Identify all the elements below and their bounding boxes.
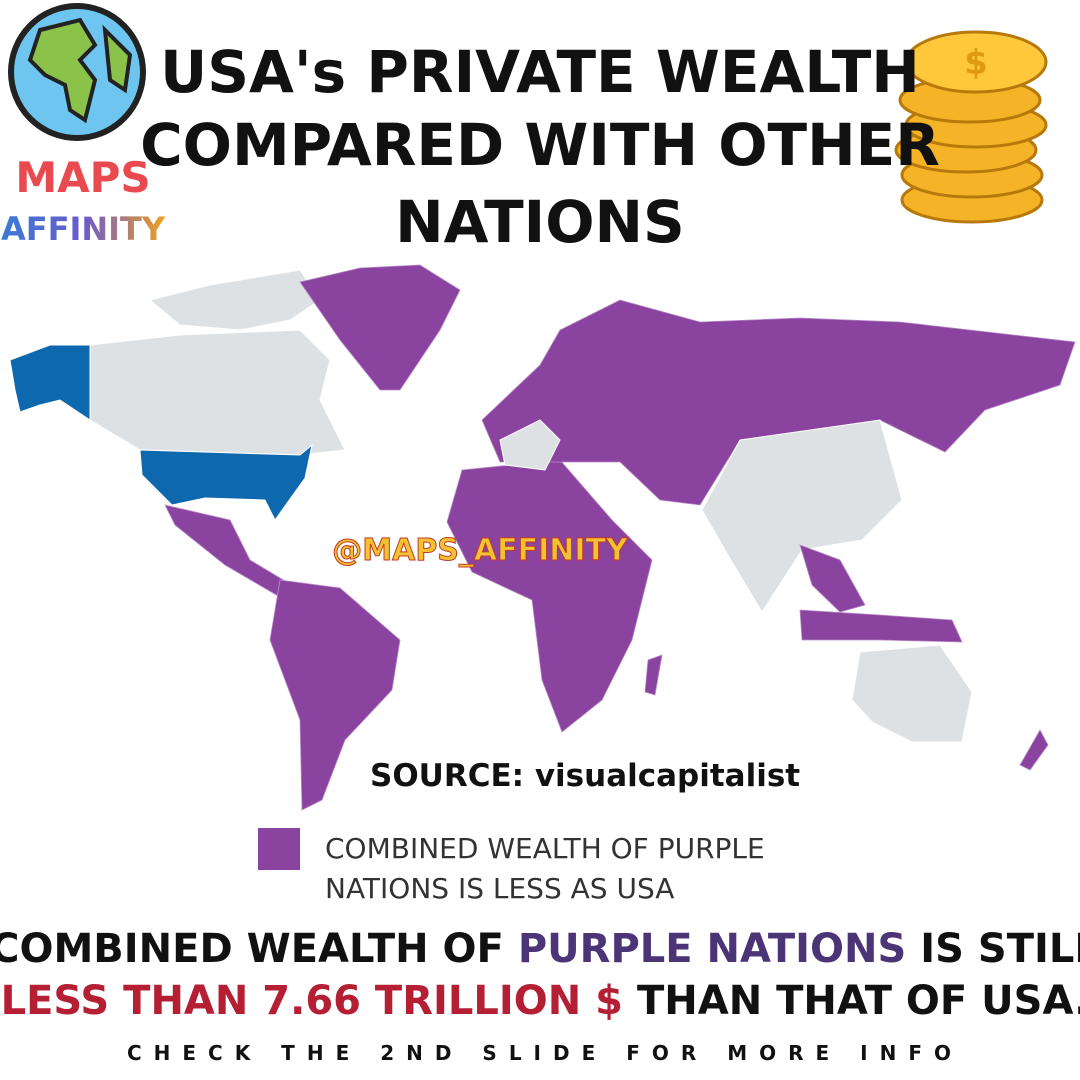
source: SOURCE: visualcapitalist — [370, 758, 800, 794]
footer-segment: THAN THAT OF USA. — [637, 978, 1080, 1024]
legend-swatch — [258, 828, 300, 870]
watermark: @MAPS_AFFINITY — [332, 533, 629, 568]
title-line: COMPARED WITH OTHER — [140, 111, 940, 179]
coins-icon: $ — [894, 30, 1048, 224]
footer-segment: PURPLE NATIONS — [518, 926, 906, 972]
logo-line1: MAPS — [15, 153, 150, 202]
footer-segment: LESS THAN 7.66 TRILLION $ — [1, 978, 623, 1024]
logo-line2: AFFINITY — [1, 210, 166, 248]
globe-icon — [8, 3, 146, 141]
legend-text: NATIONS IS LESS AS USA — [325, 872, 674, 905]
title-line: USA's PRIVATE WEALTH — [160, 38, 920, 106]
world-map — [9, 264, 1076, 811]
title-line: NATIONS — [395, 188, 685, 256]
footer-segment: COMBINED WEALTH OF — [0, 926, 504, 972]
note: CHECK THE 2ND SLIDE FOR MORE INFO — [127, 1041, 963, 1065]
legend-text: COMBINED WEALTH OF PURPLE — [325, 832, 765, 865]
svg-text:$: $ — [964, 43, 988, 83]
footer-line: LESS THAN 7.66 TRILLION $ THAN THAT OF US… — [1, 978, 1080, 1024]
